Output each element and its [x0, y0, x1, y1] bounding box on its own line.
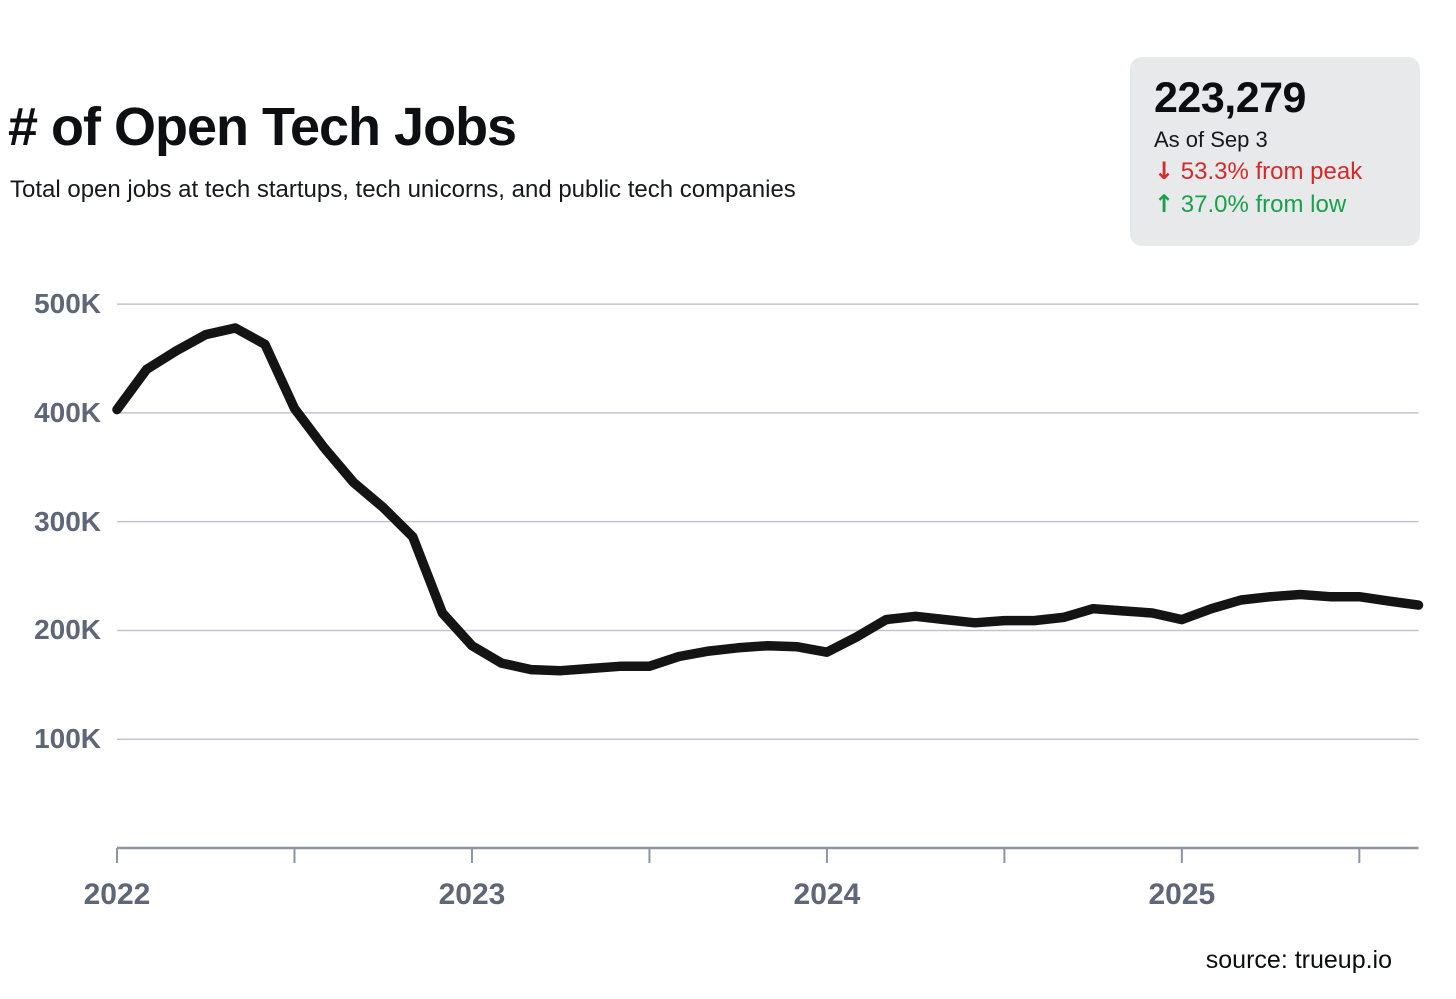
from-low-label: 37.0% from low: [1180, 191, 1347, 218]
up-arrow-icon: ↑: [1154, 190, 1175, 218]
open-jobs-line-series: [112, 323, 1424, 676]
x-tick-label: 2022: [83, 878, 151, 911]
page-title: # of Open Tech Jobs: [8, 97, 517, 157]
down-arrow-icon: ↓: [1154, 157, 1175, 185]
from-peak-label: 53.3% from peak: [1180, 158, 1363, 185]
y-tick-label: 400K: [34, 396, 101, 428]
change-from-low: ↑ 37.0% from low: [1154, 188, 1396, 221]
x-tick-label: 2025: [1148, 878, 1216, 911]
as-of-date: As of Sep 3: [1154, 127, 1268, 152]
current-value: 223,279: [1154, 74, 1306, 122]
y-tick-label: 500K: [34, 288, 101, 320]
y-tick-label: 100K: [34, 723, 101, 755]
current-value-card: 223,279 As of Sep 3 ↓ 53.3% from peak ↑ …: [1130, 57, 1420, 246]
source-credit: source: trueup.io: [1205, 946, 1392, 974]
x-tick-label: 2023: [438, 878, 506, 911]
change-from-peak: ↓ 53.3% from peak: [1154, 155, 1396, 188]
y-tick-label: 200K: [34, 614, 101, 646]
x-tick-label: 2024: [793, 878, 861, 911]
y-tick-label: 300K: [34, 505, 101, 537]
page-subtitle: Total open jobs at tech startups, tech u…: [10, 176, 796, 203]
